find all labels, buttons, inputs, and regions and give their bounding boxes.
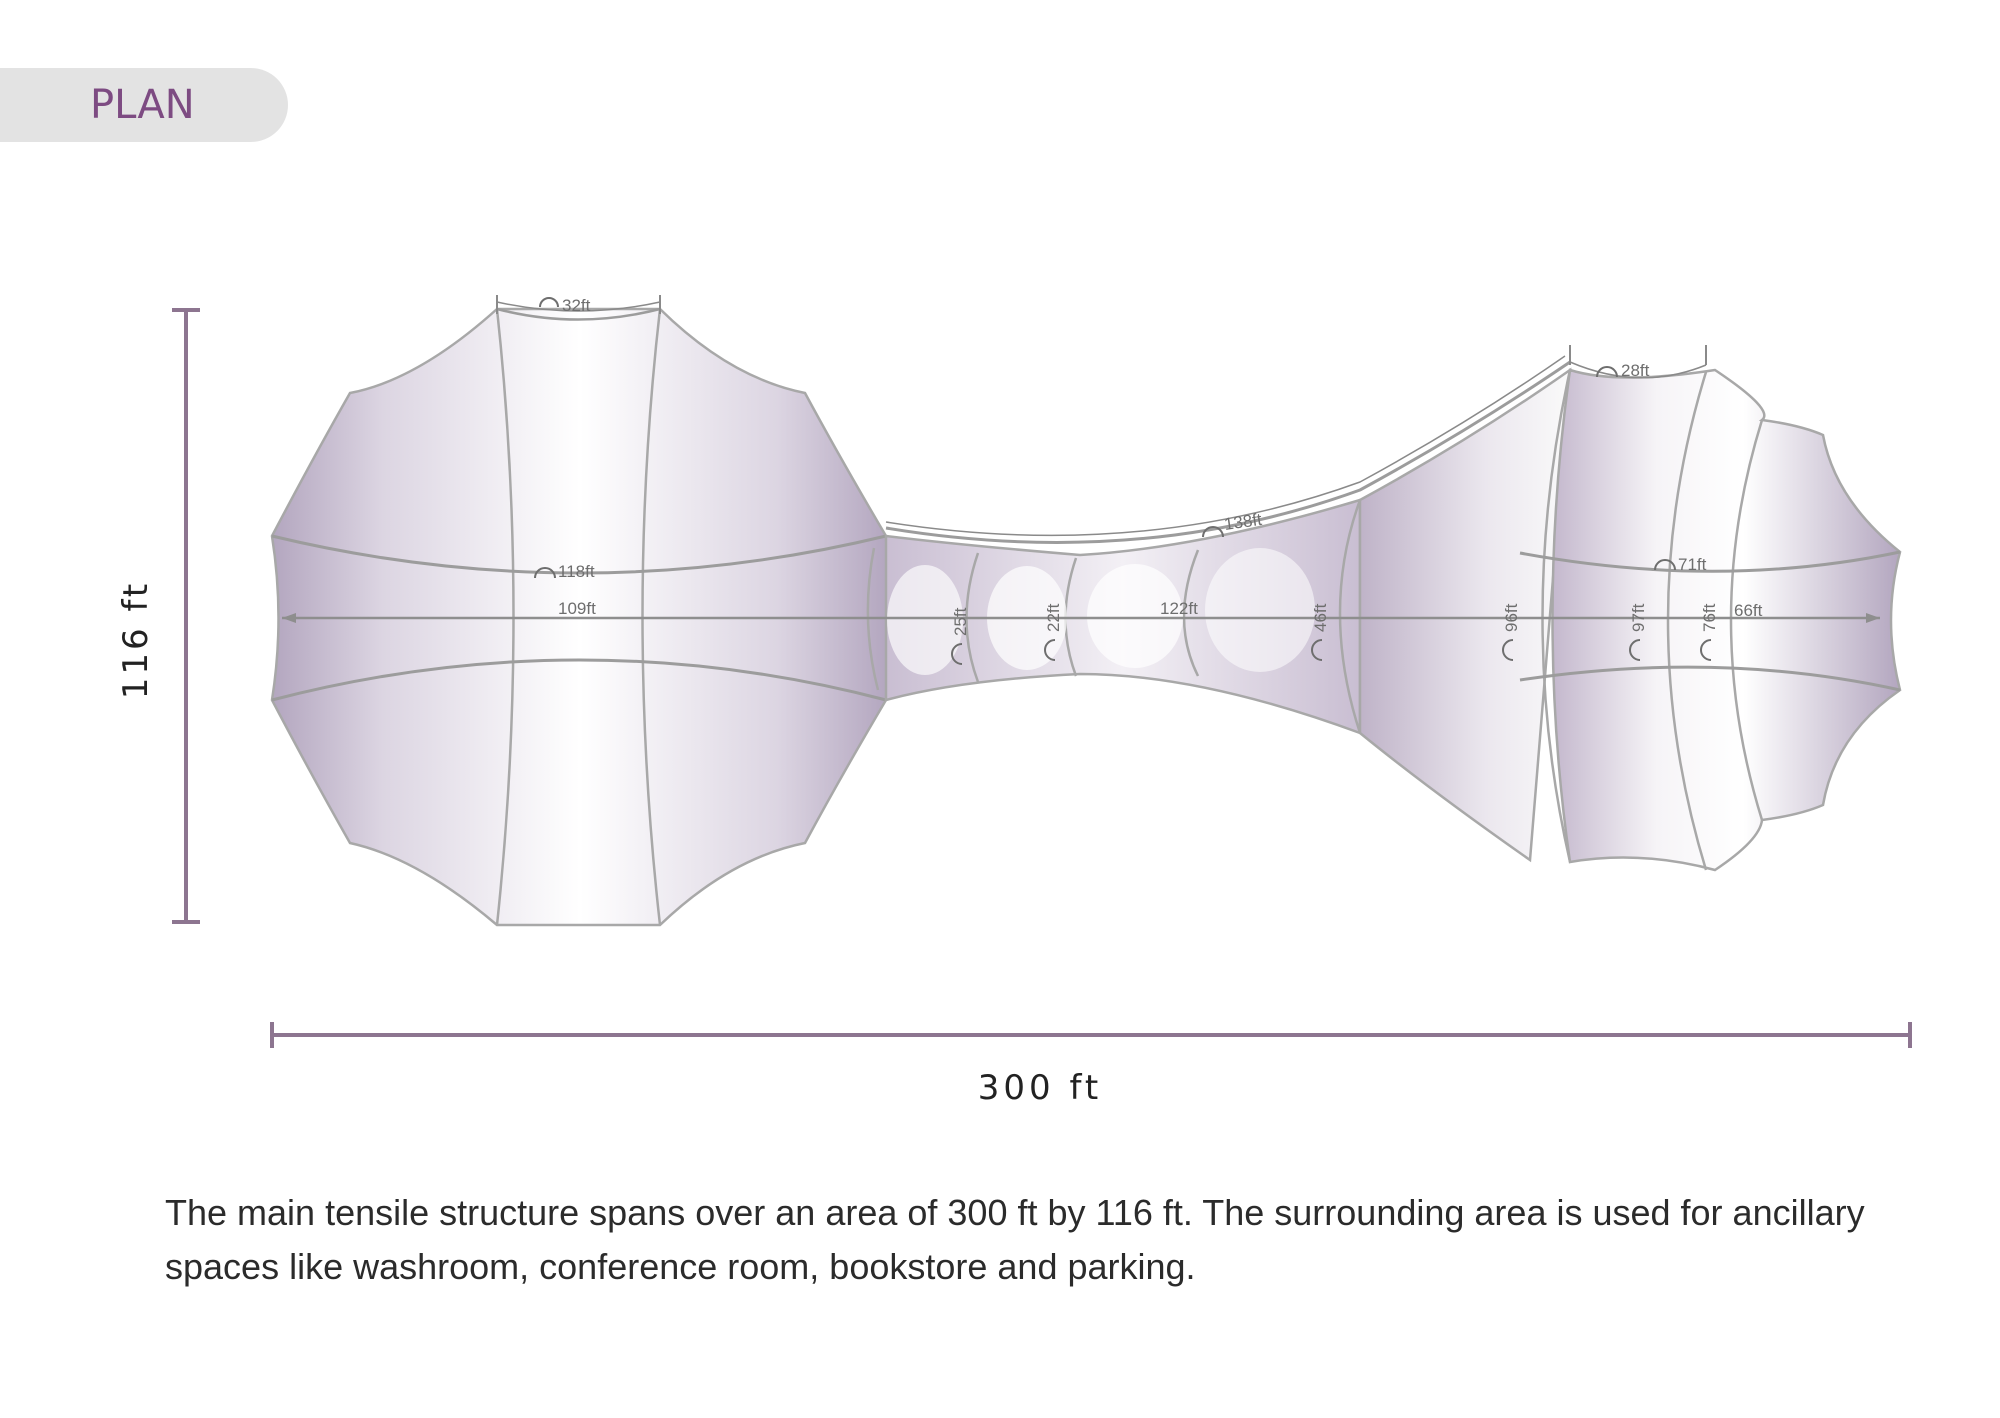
- height-dimension: [172, 308, 200, 924]
- label-section-4: 96ft: [1502, 603, 1521, 632]
- description-text: The main tensile structure spans over an…: [165, 1192, 1865, 1287]
- label-center-span: 122ft: [1160, 599, 1198, 618]
- label-section-2: 22ft: [1044, 603, 1063, 632]
- label-section-3: 46ft: [1311, 603, 1330, 632]
- plan-tab: PLAN: [0, 68, 288, 142]
- plan-tab-label: PLAN: [90, 82, 195, 128]
- left-ridge-cable: [271, 534, 887, 575]
- height-dimension-label: 116 ft: [116, 580, 156, 700]
- right-seam: [1666, 371, 1708, 871]
- right-seam: [1729, 419, 1764, 821]
- right-ridge-cable: [1519, 550, 1901, 573]
- right-ridge-cable: [1519, 665, 1901, 692]
- left-seam: [495, 308, 515, 926]
- label-section-1: 25ft: [951, 607, 970, 636]
- width-dimension-label: 300 ft: [977, 1068, 1103, 1108]
- bay-arch: [1182, 549, 1200, 677]
- left-ridge-cable: [271, 658, 887, 702]
- width-dimension: [270, 1022, 1912, 1048]
- right-funnel-membrane: [1358, 367, 1572, 863]
- label-top-left: 32ft: [562, 296, 591, 315]
- label-right-span: 66ft: [1734, 601, 1763, 620]
- label-section-5: 97ft: [1629, 603, 1648, 632]
- top-long-cable: [885, 360, 1571, 544]
- label-section-6: 76ft: [1700, 603, 1719, 632]
- left-edge-cable: [496, 307, 661, 321]
- label-left-span: 109ft: [558, 599, 596, 618]
- label-right-arc: 71ft: [1678, 555, 1707, 574]
- label-left-arc: 118ft: [558, 562, 595, 581]
- left-seam: [641, 308, 662, 926]
- label-top-right: 28ft: [1621, 361, 1650, 380]
- right-membrane-lobe: [1551, 368, 1902, 872]
